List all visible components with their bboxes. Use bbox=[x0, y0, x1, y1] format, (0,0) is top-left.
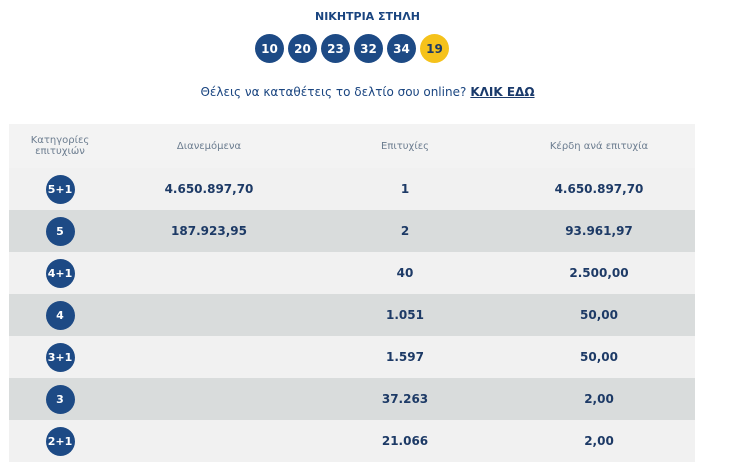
table-row: 5 187.923,95 2 93.961,97 bbox=[9, 210, 695, 252]
category-badge: 3 bbox=[45, 384, 75, 414]
header-winners: Επιτυχίες bbox=[381, 140, 429, 152]
distributed-cell: 4.650.897,70 bbox=[164, 182, 254, 196]
prize-cell: 2,00 bbox=[584, 434, 614, 448]
winners-cell: 37.263 bbox=[381, 392, 429, 406]
number-ball: 23 bbox=[321, 34, 350, 63]
prize-table: Κατηγορίες επιτυχιών Διανεμόμενα Επιτυχί… bbox=[9, 124, 695, 462]
header-prize: Κέρδη ανά επιτυχία bbox=[549, 140, 649, 152]
winners-cell: 1.051 bbox=[386, 308, 424, 322]
table-header: Κατηγορίες επιτυχιών Διανεμόμενα Επιτυχί… bbox=[9, 124, 695, 168]
category-cell: 4+1 bbox=[9, 258, 111, 288]
category-badge: 5+1 bbox=[45, 174, 75, 204]
prize-cell: 50,00 bbox=[580, 308, 618, 322]
table-row: 5+1 4.650.897,70 1 4.650.897,70 bbox=[9, 168, 695, 210]
prize-cell: 2,00 bbox=[584, 392, 614, 406]
category-cell: 4 bbox=[9, 300, 111, 330]
table-row: 2+1 21.066 2,00 bbox=[9, 420, 695, 462]
number-ball: 20 bbox=[288, 34, 317, 63]
promo: Θέλεις να καταθέτεις το δελτίο σου onlin… bbox=[0, 85, 735, 99]
header-category: Κατηγορίες επιτυχιών bbox=[30, 135, 90, 157]
category-cell: 2+1 bbox=[9, 426, 111, 456]
prize-cell: 2.500,00 bbox=[569, 266, 629, 280]
number-ball: 32 bbox=[354, 34, 383, 63]
winners-cell: 2 bbox=[400, 224, 410, 238]
prize-cell: 4.650.897,70 bbox=[554, 182, 644, 196]
header-distributed: Διανεμόμενα bbox=[176, 140, 242, 152]
prize-cell: 93.961,97 bbox=[565, 224, 633, 238]
winning-column-title: ΝΙΚΗΤΡΙΑ ΣΤΗΛΗ bbox=[315, 10, 420, 23]
number-ball: 34 bbox=[387, 34, 416, 63]
table-row: 3 37.263 2,00 bbox=[9, 378, 695, 420]
winners-cell: 1 bbox=[400, 182, 410, 196]
table-row: 3+1 1.597 50,00 bbox=[9, 336, 695, 378]
category-cell: 3 bbox=[9, 384, 111, 414]
distributed-cell: 187.923,95 bbox=[171, 224, 247, 238]
category-badge: 4 bbox=[45, 300, 75, 330]
promo-text: Θέλεις να καταθέτεις το δελτίο σου onlin… bbox=[200, 85, 467, 99]
category-cell: 5 bbox=[9, 216, 111, 246]
table-row: 4 1.051 50,00 bbox=[9, 294, 695, 336]
table-row: 4+1 40 2.500,00 bbox=[9, 252, 695, 294]
bonus-ball: 19 bbox=[420, 34, 449, 63]
category-badge: 2+1 bbox=[45, 426, 75, 456]
category-cell: 5+1 bbox=[9, 174, 111, 204]
category-badge: 4+1 bbox=[45, 258, 75, 288]
category-badge: 5 bbox=[45, 216, 75, 246]
winners-cell: 21.066 bbox=[381, 434, 429, 448]
winning-numbers: 10 20 23 32 34 19 bbox=[255, 34, 449, 63]
prize-cell: 50,00 bbox=[580, 350, 618, 364]
category-badge: 3+1 bbox=[45, 342, 75, 372]
number-ball: 10 bbox=[255, 34, 284, 63]
click-here-link[interactable]: ΚΛΙΚ ΕΔΩ bbox=[470, 85, 535, 99]
winners-cell: 1.597 bbox=[386, 350, 424, 364]
category-cell: 3+1 bbox=[9, 342, 111, 372]
winners-cell: 40 bbox=[396, 266, 414, 280]
